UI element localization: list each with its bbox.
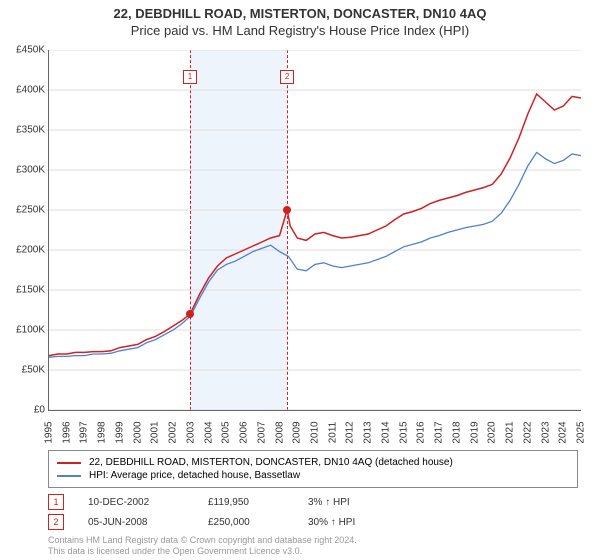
x-tick-label: 2024	[558, 421, 569, 443]
x-tick-label: 2002	[168, 421, 179, 443]
sales-table: 1 10-DEC-2002£119,9503% ↑ HPI 2 05-JUN-2008…	[48, 490, 408, 534]
footer-line-2: This data is licensed under the Open Gov…	[48, 546, 357, 557]
x-tick-label: 2008	[274, 421, 285, 443]
legend-row: HPI: Average price, detached house, Bass…	[57, 470, 569, 481]
x-tick-label: 1996	[61, 421, 72, 443]
sale-marker: 1	[48, 494, 64, 510]
y-tick-label: £150K	[5, 285, 45, 296]
y-tick-label: £50K	[5, 365, 45, 376]
y-tick-label: £200K	[5, 245, 45, 256]
chart-subtitle: Price paid vs. HM Land Registry's House …	[0, 21, 600, 38]
x-tick-label: 2020	[487, 421, 498, 443]
y-tick-label: £350K	[5, 125, 45, 136]
sale-price: £119,950	[208, 497, 308, 508]
sale-date: 05-JUN-2008	[88, 517, 208, 528]
x-tick-label: 2003	[185, 421, 196, 443]
legend-swatch	[57, 462, 81, 464]
x-tick-label: 1998	[97, 421, 108, 443]
sale-hpi: 30% ↑ HPI	[308, 517, 408, 528]
x-tick-label: 2025	[576, 421, 587, 443]
x-tick-label: 2022	[522, 421, 533, 443]
plot-svg	[49, 50, 581, 410]
x-tick-label: 2018	[451, 421, 462, 443]
y-tick-label: £100K	[5, 325, 45, 336]
legend-row: 22, DEBDHILL ROAD, MISTERTON, DONCASTER,…	[57, 457, 569, 468]
x-tick-label: 2010	[310, 421, 321, 443]
sale-row: 1 10-DEC-2002£119,9503% ↑ HPI	[48, 494, 408, 510]
legend: 22, DEBDHILL ROAD, MISTERTON, DONCASTER,…	[48, 450, 578, 488]
x-tick-label: 2000	[132, 421, 143, 443]
series-hpi	[49, 152, 581, 357]
footer: Contains HM Land Registry data © Crown c…	[48, 535, 357, 557]
chart-container: 22, DEBDHILL ROAD, MISTERTON, DONCASTER,…	[0, 0, 600, 560]
sale-row: 2 05-JUN-2008£250,00030% ↑ HPI	[48, 514, 408, 530]
sale-marker: 2	[48, 514, 64, 530]
x-tick-label: 1997	[79, 421, 90, 443]
y-tick-label: £0	[5, 405, 45, 416]
x-tick-label: 2012	[345, 421, 356, 443]
plot-area: 12 £0£50K£100K£150K£200K£250K£300K£350K£…	[48, 50, 581, 411]
footer-line-1: Contains HM Land Registry data © Crown c…	[48, 535, 357, 546]
sale-price: £250,000	[208, 517, 308, 528]
x-tick-label: 2013	[363, 421, 374, 443]
sale-date: 10-DEC-2002	[88, 497, 208, 508]
sale-hpi: 3% ↑ HPI	[308, 497, 408, 508]
legend-label: HPI: Average price, detached house, Bass…	[89, 470, 300, 481]
x-tick-label: 2007	[256, 421, 267, 443]
sale-point-marker	[186, 310, 194, 318]
chart-title: 22, DEBDHILL ROAD, MISTERTON, DONCASTER,…	[0, 0, 600, 21]
y-tick-label: £400K	[5, 85, 45, 96]
x-tick-label: 2016	[416, 421, 427, 443]
x-tick-label: 2006	[239, 421, 250, 443]
y-tick-label: £450K	[5, 45, 45, 56]
x-tick-label: 2014	[380, 421, 391, 443]
x-tick-label: 2005	[221, 421, 232, 443]
sale-point-marker	[283, 206, 291, 214]
x-tick-label: 2009	[292, 421, 303, 443]
x-tick-label: 1999	[114, 421, 125, 443]
x-tick-label: 2001	[150, 421, 161, 443]
x-tick-label: 1995	[44, 421, 55, 443]
legend-swatch	[57, 475, 81, 477]
x-tick-label: 2011	[327, 422, 338, 444]
series-price_paid	[49, 94, 581, 356]
legend-label: 22, DEBDHILL ROAD, MISTERTON, DONCASTER,…	[89, 457, 453, 468]
y-tick-label: £300K	[5, 165, 45, 176]
x-tick-label: 2017	[434, 421, 445, 443]
x-tick-label: 2015	[398, 421, 409, 443]
x-tick-label: 2023	[540, 421, 551, 443]
y-tick-label: £250K	[5, 205, 45, 216]
x-tick-label: 2021	[505, 421, 516, 443]
x-tick-label: 2004	[203, 421, 214, 443]
x-tick-label: 2019	[469, 421, 480, 443]
